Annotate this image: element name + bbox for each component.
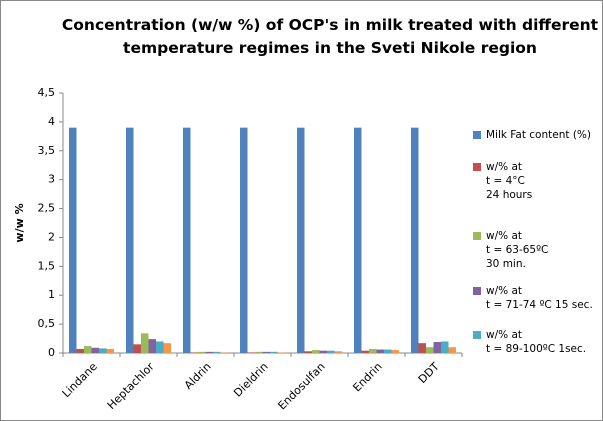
x-tick-label: Endosulfan [275, 360, 327, 412]
bar [220, 352, 228, 353]
y-tick-label: 2 [48, 230, 55, 243]
y-tick-label: 3 [48, 173, 55, 186]
bar [448, 347, 456, 353]
bar [312, 350, 320, 353]
bar [99, 348, 107, 353]
bar [411, 127, 419, 354]
y-tick-label: 4 [48, 115, 55, 128]
y-tick-label: 3,5 [38, 144, 56, 157]
bar [163, 343, 171, 353]
bar [426, 347, 434, 353]
legend-swatch [473, 287, 481, 295]
bar [376, 349, 384, 353]
bar [133, 344, 141, 353]
bar [240, 127, 248, 354]
bar [277, 352, 285, 353]
bar [369, 348, 377, 353]
legend-swatch [473, 331, 481, 339]
bar [213, 351, 221, 353]
y-tick-label: 2,5 [38, 202, 56, 215]
bar [69, 127, 77, 354]
bar [327, 350, 335, 353]
bar [262, 351, 270, 353]
chart-title: Concentration (w/w %) of OCP's in milk t… [61, 16, 599, 57]
bar [148, 339, 156, 353]
bar [433, 342, 441, 353]
bar [384, 349, 392, 353]
bar [247, 352, 255, 353]
bar [106, 348, 114, 353]
bar [205, 351, 213, 353]
legend-swatch [473, 163, 481, 171]
bar [334, 351, 342, 353]
y-tick-label: 4,5 [38, 86, 56, 99]
bar [156, 341, 164, 353]
bar [91, 347, 99, 353]
bar [198, 351, 206, 353]
y-tick-label: 1,5 [38, 259, 56, 272]
bar [141, 333, 149, 353]
bar [84, 346, 92, 353]
y-tick-label: 1 [48, 288, 55, 301]
bar [361, 350, 369, 353]
y-tick-label: 0,5 [38, 317, 56, 330]
x-tick-label: DDT [416, 360, 442, 386]
y-tick-label: 0 [48, 346, 55, 359]
bar [270, 351, 278, 353]
legend-label: w/% at t = 4°C 24 hours [486, 161, 533, 201]
bar [304, 351, 312, 353]
legend-label: w/% at t = 63-65ºC 30 min. [486, 230, 549, 270]
bar [441, 341, 449, 353]
y-axis-label: w/w % [13, 203, 26, 242]
bar [255, 351, 263, 353]
x-tick-label: Aldrin [182, 360, 214, 392]
legend-label: Milk Fat content (%) [486, 129, 591, 141]
bar [183, 127, 191, 354]
bar [297, 127, 305, 354]
x-tick-label: Lindane [60, 360, 100, 400]
legend-swatch [473, 131, 481, 139]
bar [126, 127, 134, 354]
bar [391, 350, 399, 353]
x-tick-label: Dieldrin [231, 360, 271, 400]
legend-label: w/% at t = 71-74 ºC 15 sec. [486, 285, 593, 311]
bar [319, 350, 327, 353]
bar [190, 352, 198, 353]
x-tick-label: Heptachlor [105, 360, 157, 412]
x-tick-label: Endrin [350, 360, 384, 394]
bar [354, 127, 362, 354]
bar [418, 343, 426, 353]
legend-label: w/% at t = 89-100ºC 1sec. [486, 329, 587, 355]
bar [76, 348, 84, 353]
legend-swatch [473, 232, 481, 240]
